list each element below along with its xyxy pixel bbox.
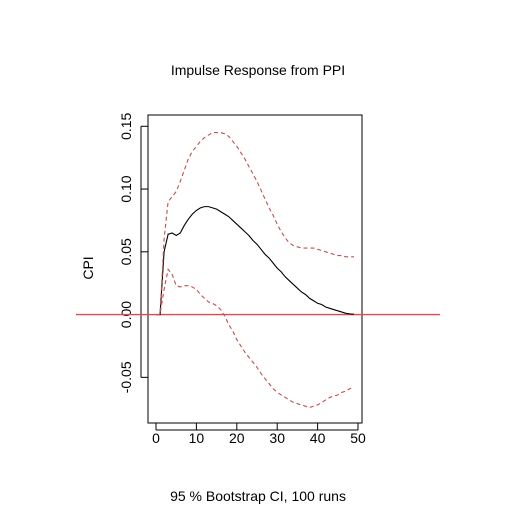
x-tick-label: 40 [310,430,326,446]
x-tick-label: 50 [350,430,366,446]
plot-frame [147,114,363,424]
x-tick-label: 20 [229,430,245,446]
x-tick-label: 30 [269,430,285,446]
series-response-line [156,206,355,316]
x-tick-label: 10 [189,430,205,446]
x-tick-label: 0 [152,430,160,446]
series-upper-line [156,132,354,316]
y-tick-label: -0.05 [118,361,134,393]
y-axis-label: CPI [80,256,96,279]
chart-title: Impulse Response from PPI [171,62,345,78]
series-lower-line [156,268,355,409]
y-tick-label: 0.05 [118,238,134,265]
series-layer [156,132,355,409]
chart-caption: 95 % Bootstrap CI, 100 runs [170,488,346,504]
y-tick-label: 0.15 [118,112,134,139]
y-tick-label: 0.10 [118,175,134,202]
axis-ticks: 0 10 20 30 40 50-0.050.000.050.100.15 [118,112,366,446]
